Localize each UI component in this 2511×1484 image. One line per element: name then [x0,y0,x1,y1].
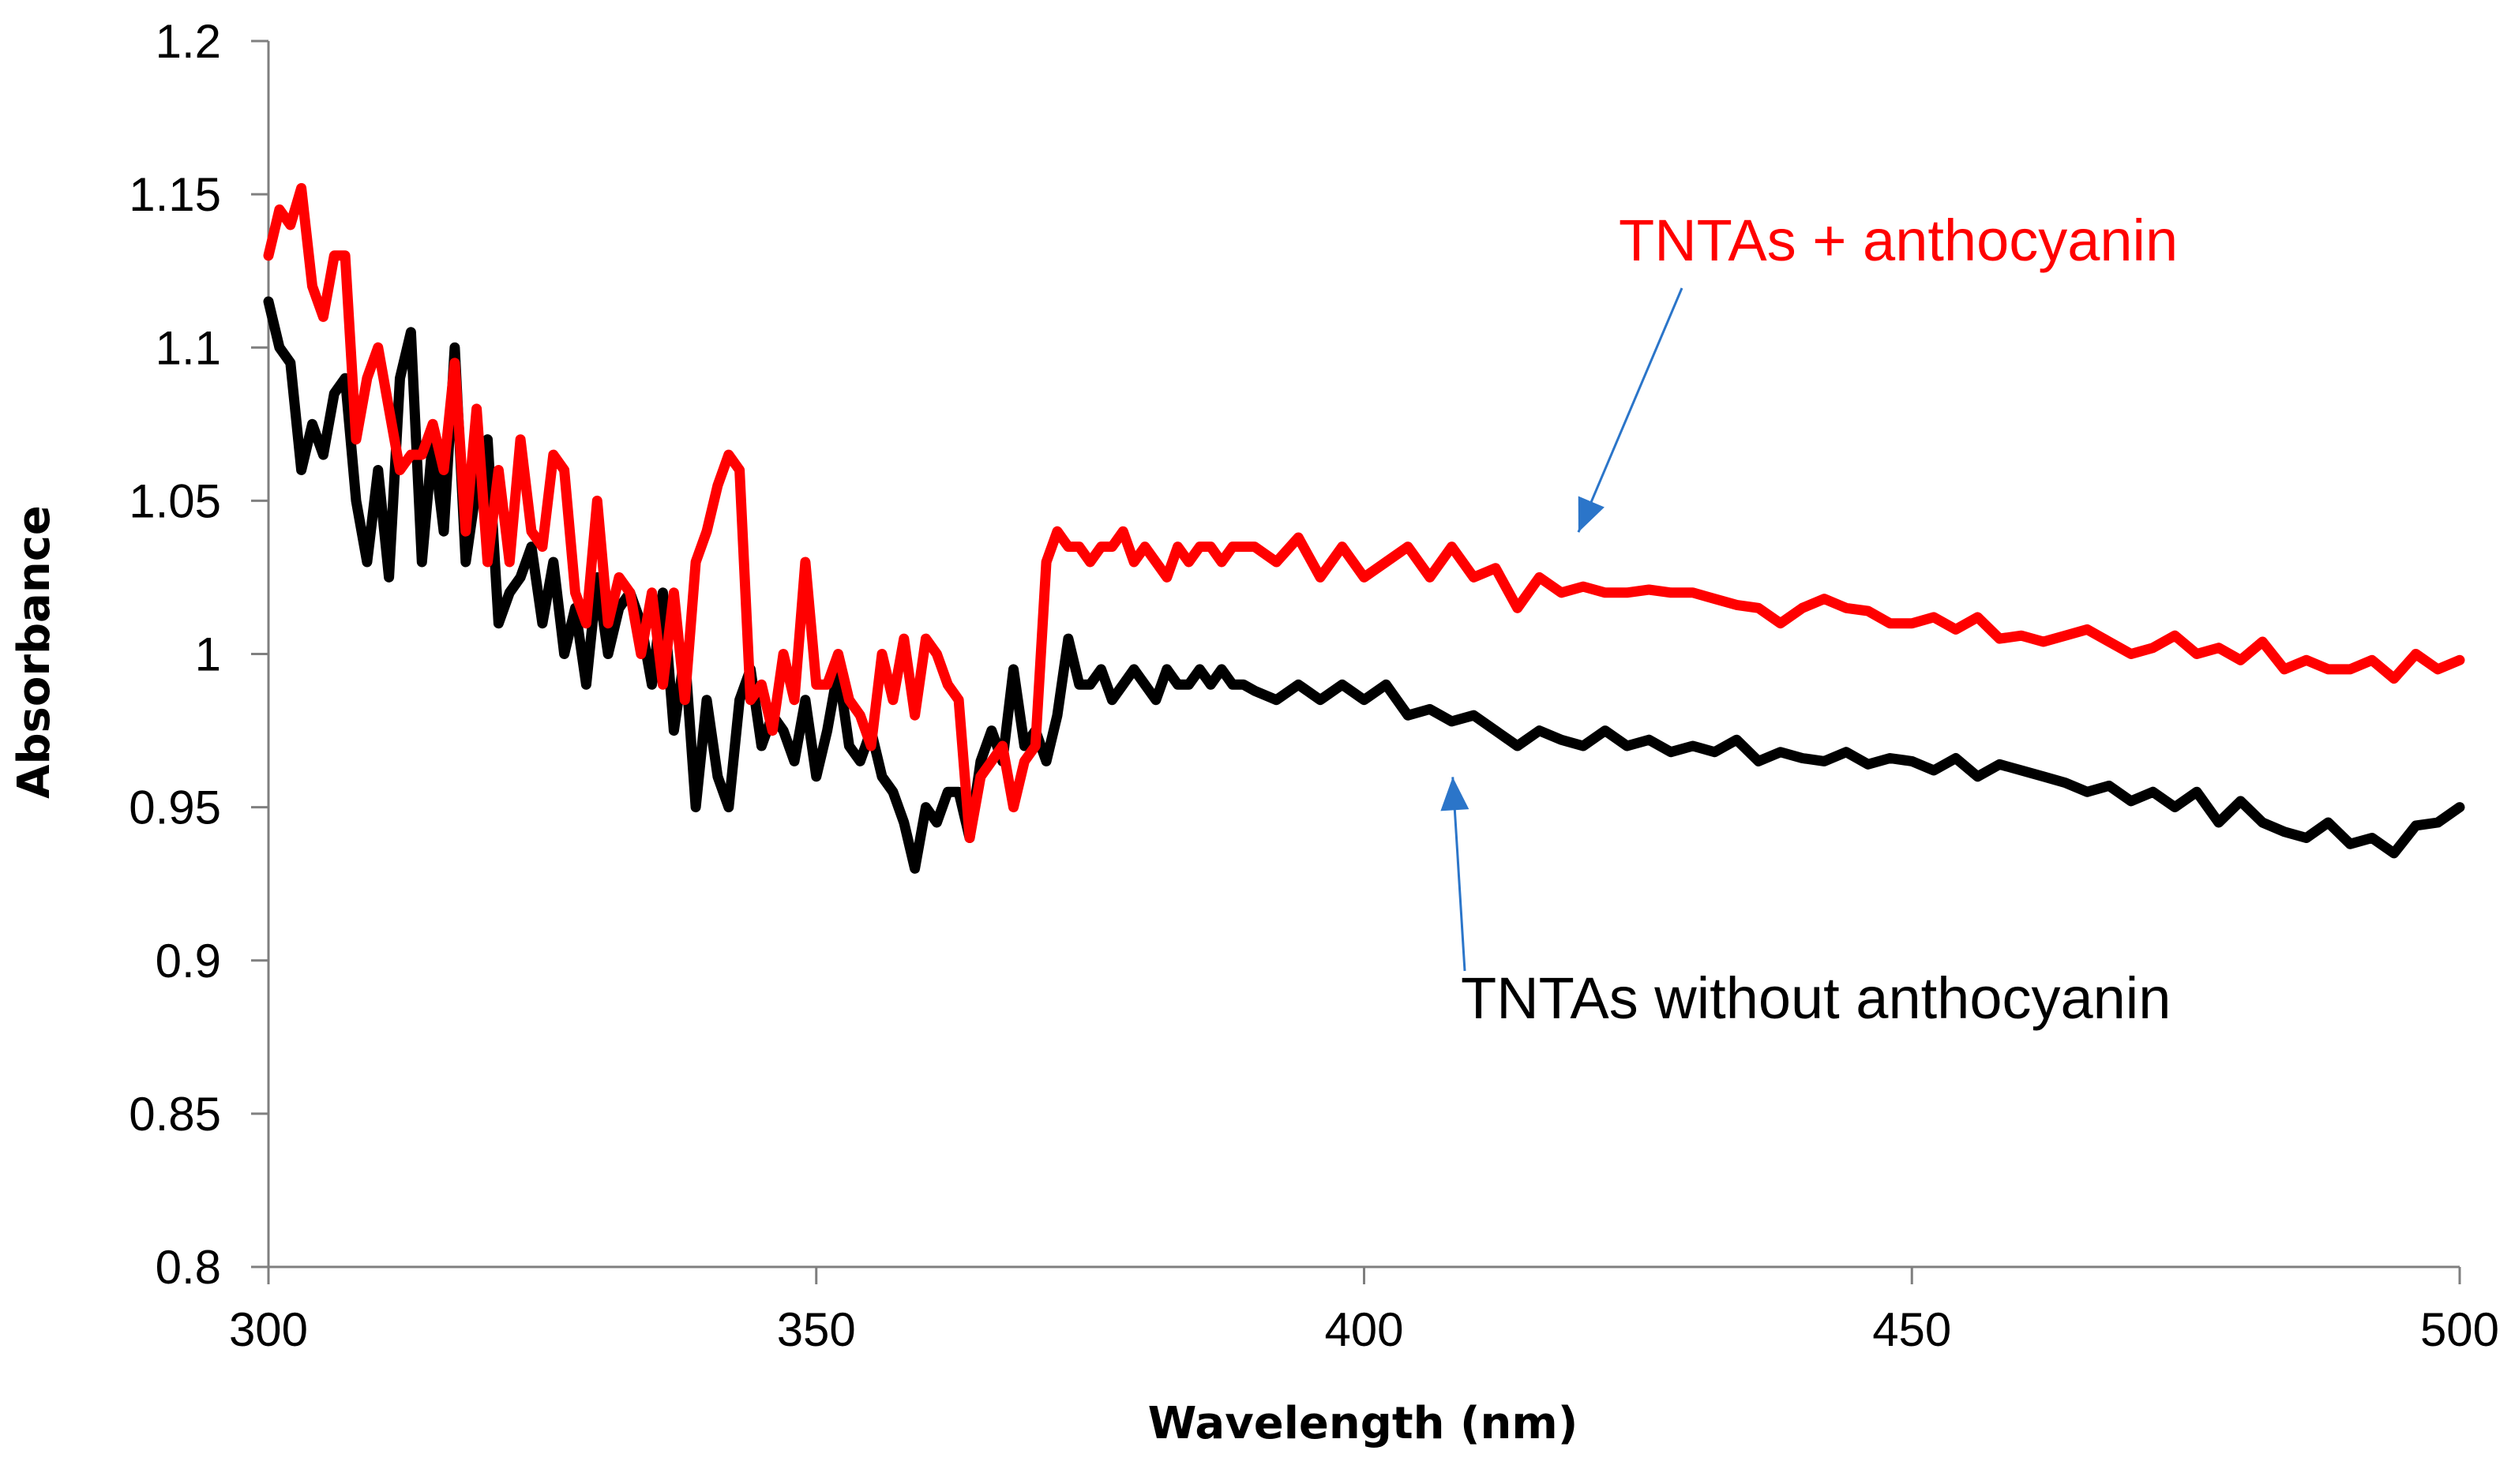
series-line-tntas-without-anthocyanin [263,296,2465,874]
annotation-layer: TNTAs + anthocyanin TNTAs without anthocy… [1440,208,2178,1031]
y-tick-label: 1.1 [156,321,221,374]
series-layer [263,182,2465,874]
x-tick-label: 500 [2420,1303,2499,1356]
x-tick-label: 400 [1324,1303,1403,1356]
y-tick-label: 1 [195,628,221,681]
x-tick-label: 450 [1872,1303,1951,1356]
y-tick-label: 0.8 [156,1241,221,1294]
x-tick-label: 350 [777,1303,856,1356]
y-axis: 0.8 0.85 0.9 0.95 1 1.05 1.1 1.15 1.2 [129,15,270,1294]
y-axis-title: Absorbance [9,505,60,799]
x-axis: 300 350 400 450 500 [229,1265,2499,1356]
y-tick-label: 0.85 [129,1088,221,1141]
x-tick-label: 300 [229,1303,308,1356]
y-tick-label: 0.9 [156,935,221,987]
annotation-arrow-line [1577,287,1683,533]
y-tick-label: 1.15 [129,168,221,221]
y-tick-label: 1.05 [129,474,221,527]
annotation-label: TNTAs + anthocyanin [1619,208,2178,273]
annotation-arrowhead [1440,777,1469,811]
x-axis-title: Wavelength (nm) [1148,1398,1578,1449]
series-line-tntas-anthocyanin [263,182,2465,843]
y-tick-label: 0.95 [129,781,221,834]
annotation-arrowhead [1578,496,1605,533]
annotation-label: TNTAs without anthocyanin [1461,965,2171,1031]
y-tick-label: 1.2 [156,15,221,68]
